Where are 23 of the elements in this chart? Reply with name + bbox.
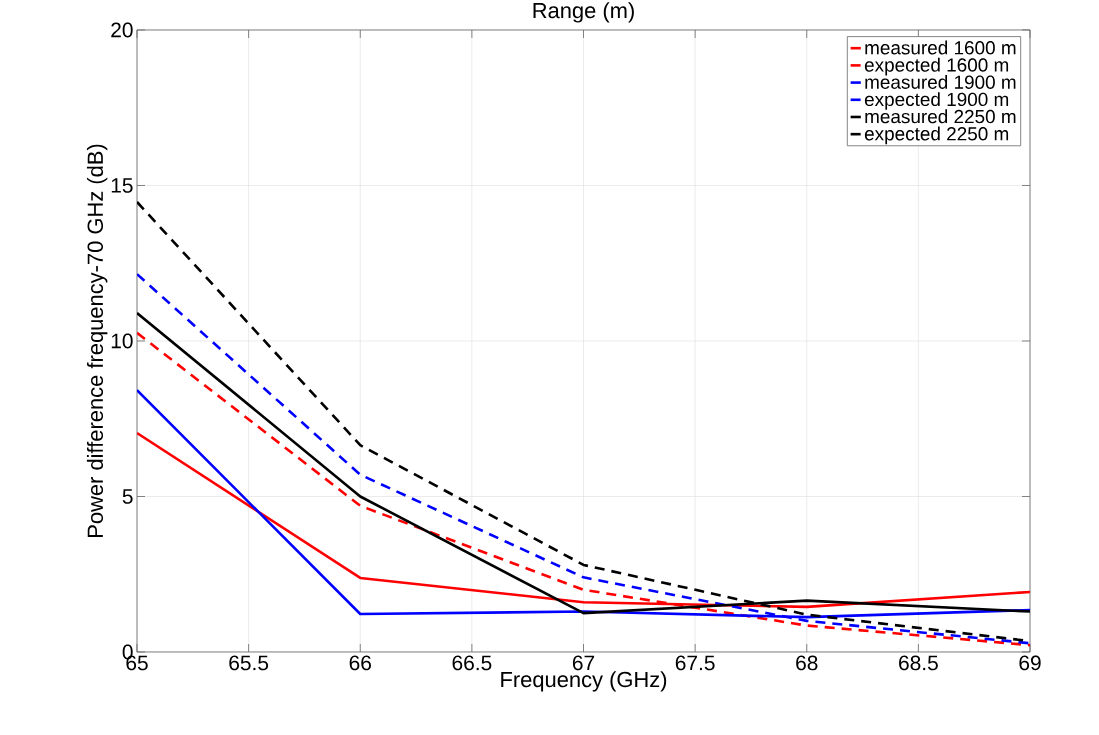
- legend-label: expected 2250 m: [864, 126, 1009, 145]
- legend-label: measured 2250 m: [865, 109, 1016, 124]
- y-tick-label: 10: [111, 333, 133, 349]
- x-tick-label: 69: [1019, 655, 1041, 671]
- chart-title: Range (m): [533, 2, 634, 23]
- x-tick-label: 68.5: [899, 655, 938, 671]
- y-tick-label: 15: [111, 178, 133, 193]
- y-axis-title: Power difference frequency-70 GHz (dB): [86, 144, 108, 537]
- x-tick-label: 66: [349, 655, 371, 671]
- legend-label: expected 1600 m: [864, 57, 1009, 76]
- y-tick-label: 5: [122, 489, 133, 504]
- x-tick-label: 67.5: [675, 655, 715, 671]
- legend-label: expected 1900 m: [864, 92, 1009, 110]
- legend-label: measured 1600 m: [865, 40, 1016, 55]
- legend-label: measured 1900 m: [865, 74, 1016, 89]
- x-tick-label: 67: [572, 655, 595, 671]
- x-axis-title: Frequency (GHz): [501, 671, 667, 692]
- x-tick-label: 66.5: [452, 655, 492, 671]
- y-tick-label: 20: [111, 22, 133, 38]
- line-series: [137, 331, 1031, 647]
- x-tick-label: 68: [796, 655, 818, 671]
- line-series: [137, 272, 1031, 645]
- x-tick-label: 65.5: [229, 655, 269, 671]
